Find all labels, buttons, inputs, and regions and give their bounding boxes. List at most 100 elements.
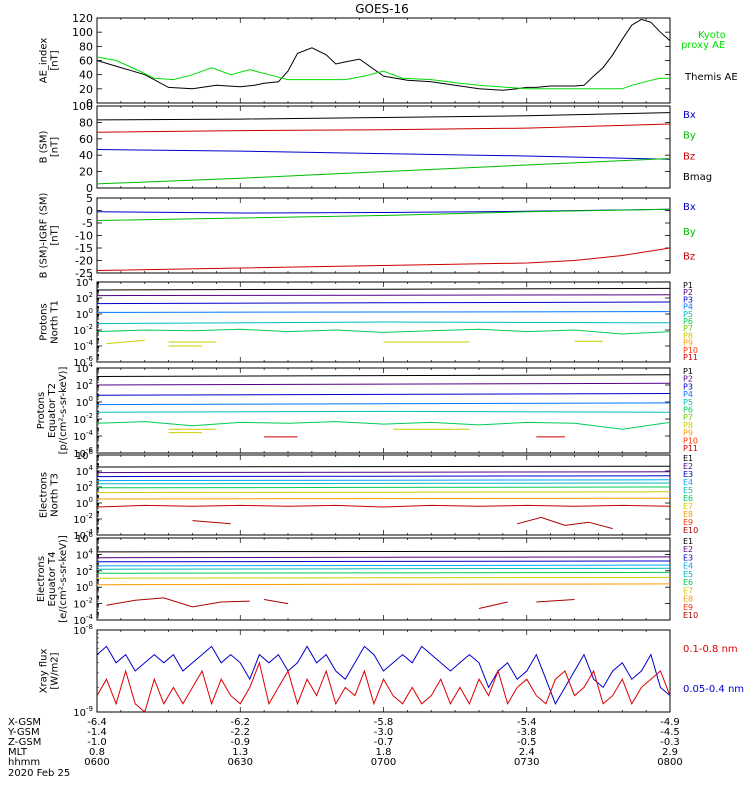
series-bz (97, 247, 670, 271)
series-by (97, 158, 670, 185)
series-e3 (97, 475, 670, 478)
legend-e4: E4 (683, 478, 693, 487)
y-tick-label: 10-4 (73, 339, 93, 353)
legend-p5: P5 (683, 310, 693, 319)
panel-protons_t1: 10-6 10-4 10-2 100 102 104 Protons North T1 P1P2… (39, 275, 699, 369)
y-axis-label: Electrons (36, 556, 47, 602)
legend-p2: P2 (683, 375, 693, 384)
x-row-label-y-gsm: Y-GSM (7, 727, 40, 738)
legend-p7: P7 (683, 413, 693, 422)
series-e10b (264, 599, 289, 605)
legend-themis-ae: Themis AE (684, 72, 738, 83)
legend-p11: P11 (683, 444, 698, 453)
series-e10b (517, 516, 613, 530)
legend-bmag: Bmag (683, 172, 712, 183)
x-row-value: -5.8 (374, 717, 394, 728)
legend-by: By (683, 227, 696, 238)
legend-p9: P9 (683, 429, 693, 438)
series-p5 (97, 410, 670, 413)
y-tick-label: 10-9 (73, 705, 93, 719)
x-row-value: -3.8 (517, 727, 537, 738)
x-row-value: -6.4 (87, 717, 107, 728)
y-tick-label: 102 (76, 291, 93, 305)
series-e7 (97, 491, 670, 494)
x-row-value: -0.3 (660, 737, 680, 748)
y-tick-label: 10-2 (73, 512, 93, 526)
y-tick-label: 10-4 (73, 528, 93, 542)
series-p8 (106, 339, 145, 345)
legend-p4: P4 (683, 303, 693, 312)
panel-xray: 10-9 10-8 Xray flux [W/m2] 0.1-0.8 nm 0.05-0.… (39, 623, 745, 719)
y-axis-label: [p/(cm²-s-sr-keV)] (58, 367, 69, 455)
y-tick-label: 100 (76, 307, 93, 321)
y-tick-label: -15 (75, 242, 93, 255)
y-axis-label: Xray flux (39, 649, 50, 694)
legend-e8: E8 (683, 595, 693, 604)
y-tick-label: 102 (76, 378, 93, 392)
series-e3 (97, 560, 670, 563)
series-p4 (97, 311, 670, 313)
x-row-value: -4.9 (660, 717, 680, 728)
y-tick-label: -5 (82, 217, 93, 230)
legend-kyoto: Kyoto (698, 30, 726, 41)
y-axis-label: [e/(cm²-s-sr-keV)] (58, 535, 69, 623)
series-kyoto-proxy-ae (97, 56, 670, 90)
y-tick-label: 40 (79, 149, 93, 162)
legend-p2: P2 (683, 288, 693, 297)
legend-e10: E10 (683, 611, 698, 620)
series-e10c (478, 601, 508, 609)
legend-e1: E1 (683, 454, 693, 463)
legend-p6: P6 (683, 406, 693, 415)
x-row-label-x-gsm: X-GSM (8, 717, 41, 728)
y-tick-label: 100 (72, 100, 93, 113)
date-label: 2020 Feb 25 (8, 768, 70, 779)
y-axis-label: Electrons (39, 472, 50, 518)
series-e9 (97, 504, 670, 508)
y-tick-label: -25 (75, 267, 93, 280)
y-tick-label: 10-8 (73, 623, 93, 637)
legend-e5: E5 (683, 486, 693, 495)
y-tick-label: 60 (79, 55, 93, 68)
series-p2 (97, 382, 670, 386)
legend-0-05-0-4-nm: 0.05-0.4 nm (683, 684, 744, 695)
y-axis-label: North T1 (50, 300, 61, 344)
legend-bz: Bz (683, 151, 695, 162)
y-axis-label: B (SM) (39, 130, 50, 163)
series-p1 (97, 287, 670, 291)
y-tick-label: 20 (79, 166, 93, 179)
series-e2 (97, 556, 670, 559)
legend-e5: E5 (683, 570, 693, 579)
y-tick-label: 20 (79, 83, 93, 96)
series-e6 (97, 486, 670, 489)
legend-0-1-0-8-nm: 0.1-0.8 nm (683, 644, 738, 655)
legend-e7: E7 (683, 586, 693, 595)
legend-e6: E6 (683, 578, 693, 587)
series-p2 (97, 294, 670, 297)
x-row-label-mlt: MLT (8, 747, 28, 758)
legend-e2: E2 (683, 545, 693, 554)
y-axis-label: Protons (36, 392, 47, 429)
y-tick-label: 104 (76, 464, 94, 478)
series-p6 (97, 421, 670, 430)
panel-electrons_t4: 10-4 10-2 100 102 104 106 Electrons Equator T4[… (36, 531, 698, 627)
legend-bx: Bx (683, 110, 696, 121)
series-p3 (97, 393, 670, 396)
series-0-1-0-8-nm (97, 661, 670, 712)
y-tick-label: 0 (86, 182, 93, 195)
series-e8 (97, 583, 670, 586)
legend-p10: P10 (683, 436, 698, 445)
panel-bigrf: -25-20-15-10-505 B (SM)-IGRF (SM) [nT] Bx By… (39, 192, 696, 280)
x-row-value: 1.3 (232, 747, 248, 758)
y-axis-label: [nT] (50, 137, 61, 157)
y-tick-label: 104 (76, 361, 94, 375)
y-tick-label: 80 (79, 116, 93, 129)
series-p1 (97, 374, 670, 377)
legend-p8: P8 (683, 421, 693, 430)
legend-p9: P9 (683, 339, 693, 348)
legend-e3: E3 (683, 553, 693, 562)
series-e1 (97, 550, 670, 553)
panel-frame (96, 197, 671, 274)
